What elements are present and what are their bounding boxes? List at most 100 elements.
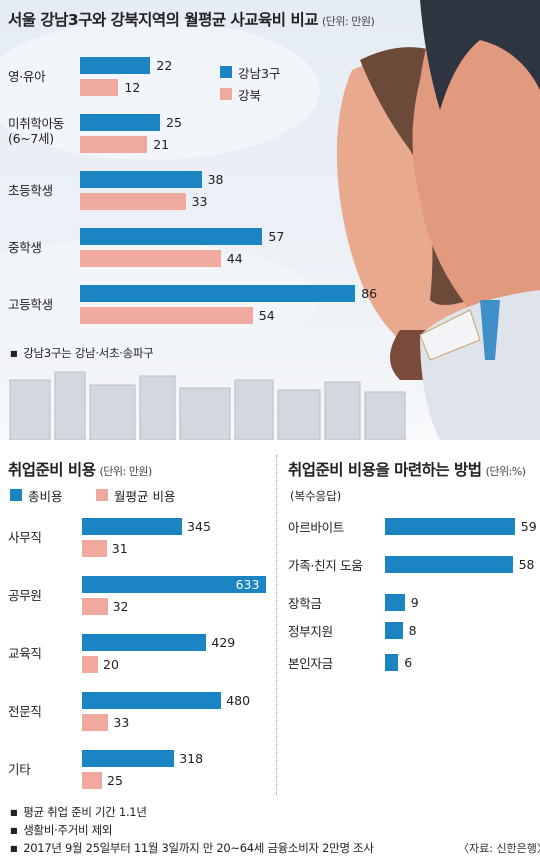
chart1-bar-gangnam (80, 114, 160, 131)
chart1-value-label: 21 (153, 137, 170, 152)
chart3-category-label: 가족·친지 도움 (288, 558, 363, 573)
chart3-title: 취업준비 비용을 마련하는 방법 (288, 461, 482, 479)
chart2-value-label: 633 (235, 577, 260, 592)
chart2-legend-label-2: 월평균 비용 (114, 489, 176, 504)
chart1-legend-label-2: 강북 (238, 88, 262, 103)
chart1-category-label: 고등학생 (8, 297, 53, 312)
chart2-value-label: 318 (179, 751, 204, 766)
chart1-bar-gangbuk (80, 307, 253, 324)
chart3-category-label: 장학금 (288, 596, 322, 611)
chart1-category-label: 영·유아 (8, 69, 46, 84)
chart1-value-label: 38 (207, 172, 224, 187)
chart2-title-block: 취업준비 비용 (단위: 만원) (8, 458, 152, 480)
chart2-bar-monthly (82, 656, 98, 673)
chart2-category-label: 교육직 (8, 646, 42, 661)
chart2-title: 취업준비 비용 (8, 461, 96, 479)
chart2-bar-total (82, 634, 207, 651)
chart2-bar-total (82, 576, 266, 593)
chart1-note: 강남3구는 강남·서초·송파구 (10, 345, 153, 361)
chart1-category-line: 영·유아 (8, 69, 46, 84)
chart1-bar-gangbuk (80, 79, 119, 96)
chart2-unit: (단위: 만원) (99, 465, 152, 478)
chart1-value-label: 86 (361, 286, 378, 301)
chart2-category-label: 사무직 (8, 530, 42, 545)
chart1-bar-gangnam (80, 57, 151, 74)
chart3-value-label: 9 (410, 595, 419, 610)
chart2-value-label: 480 (226, 693, 251, 708)
chart3-bar (385, 654, 399, 671)
chart2-legend-label-1: 총비용 (28, 489, 63, 504)
chart1-category-line: 초등학생 (8, 183, 53, 198)
chart1-unit: (단위: 만원) (321, 15, 375, 28)
chart3-title-block: 취업준비 비용을 마련하는 방법 (단위:%) (288, 458, 526, 480)
chart2-bar-monthly (82, 598, 108, 615)
footnote-3: 2017년 9월 25일부터 11월 3일까지 만 20~64세 금융소비자 2… (10, 840, 374, 856)
chart1-category-line: 미취학아동 (8, 116, 65, 131)
chart2-bar-monthly (82, 714, 109, 731)
chart2-category-label: 전문직 (8, 704, 42, 719)
chart2-value-label: 33 (113, 715, 130, 730)
footnote-1: 평균 취업 준비 기간 1.1년 (10, 804, 147, 820)
chart3-value-label: 8 (408, 623, 417, 638)
chart1-bar-gangbuk (80, 193, 186, 210)
chart2-value-label: 31 (111, 541, 128, 556)
chart1-value-label: 44 (226, 251, 243, 266)
chart3-value-label: 58 (518, 557, 535, 572)
chart1-bar-gangnam (80, 285, 356, 302)
chart1-legend-swatch-2 (220, 88, 232, 100)
chart2-value-label: 345 (187, 519, 211, 534)
chart2-legend-swatch-1 (10, 489, 22, 501)
chart1-category-line: 중학생 (8, 240, 42, 255)
chart3-value-label: 59 (520, 519, 537, 534)
chart1-value-label: 12 (124, 80, 141, 95)
chart3-unit: (단위:%) (485, 465, 526, 478)
chart1-value-label: 22 (156, 58, 173, 73)
chart1-legend-label-1: 강남3구 (238, 66, 281, 81)
chart2-bar-total (82, 518, 183, 535)
chart1-title-block: 서울 강남3구와 강북지역의 월평균 사교육비 비교 (단위: 만원) (8, 8, 375, 30)
chart1-value-label: 57 (268, 229, 285, 244)
chart1-bar-gangnam (80, 171, 202, 188)
chart1-value-label: 25 (166, 115, 182, 130)
chart3-category-label: 정부지원 (288, 624, 333, 639)
chart2-bar-monthly (82, 772, 102, 789)
chart2-bar-total (82, 692, 222, 709)
man-illustration (412, 0, 540, 440)
chart2-category-label: 기타 (8, 762, 31, 777)
chart1-category-line: (6~7세) (8, 131, 54, 146)
chart1-category-label: 미취학아동 (6~7세) (8, 116, 64, 146)
chart2-value-label: 20 (103, 657, 119, 672)
chart3-category-label: 본인자금 (288, 656, 333, 671)
chart3-category-label: 아르바이트 (288, 520, 345, 535)
chart3-subtitle: (복수응답) (290, 489, 342, 503)
chart2-legend-swatch-2 (96, 489, 108, 501)
city-skyline (9, 371, 406, 440)
chart2-value-label: 25 (107, 773, 123, 788)
chart1-bar-gangnam (80, 228, 263, 245)
chart3-bar (385, 556, 513, 573)
source-credit: 〈자료: 신한은행〉 (458, 842, 540, 855)
chart1-value-label: 54 (258, 308, 275, 323)
illustration-background (0, 0, 540, 440)
chart3-bar (385, 622, 403, 639)
chart2-category-label: 공무원 (8, 588, 42, 603)
chart3-value-label: 6 (404, 655, 413, 670)
section-divider (276, 455, 278, 795)
chart3-bar (385, 594, 405, 611)
chart1-category-label: 중학생 (8, 240, 42, 255)
chart1-value-label: 33 (191, 194, 208, 209)
chart2-value-label: 32 (112, 599, 129, 614)
chart1-title: 서울 강남3구와 강북지역의 월평균 사교육비 비교 (8, 11, 318, 29)
chart2-bar-total (82, 750, 175, 767)
chart2-value-label: 429 (211, 635, 236, 650)
chart1-legend-swatch-1 (220, 66, 232, 78)
chart3-bar (385, 518, 515, 535)
chart1-bar-gangbuk (80, 136, 148, 153)
chart1-category-label: 초등학생 (8, 183, 53, 198)
chart1-bar-gangbuk (80, 250, 221, 267)
lower-panel (0, 440, 540, 864)
footnote-2: 생활비·주거비 제외 (10, 822, 112, 838)
chart1-category-line: 고등학생 (8, 297, 53, 312)
chart2-bar-monthly (82, 540, 107, 557)
